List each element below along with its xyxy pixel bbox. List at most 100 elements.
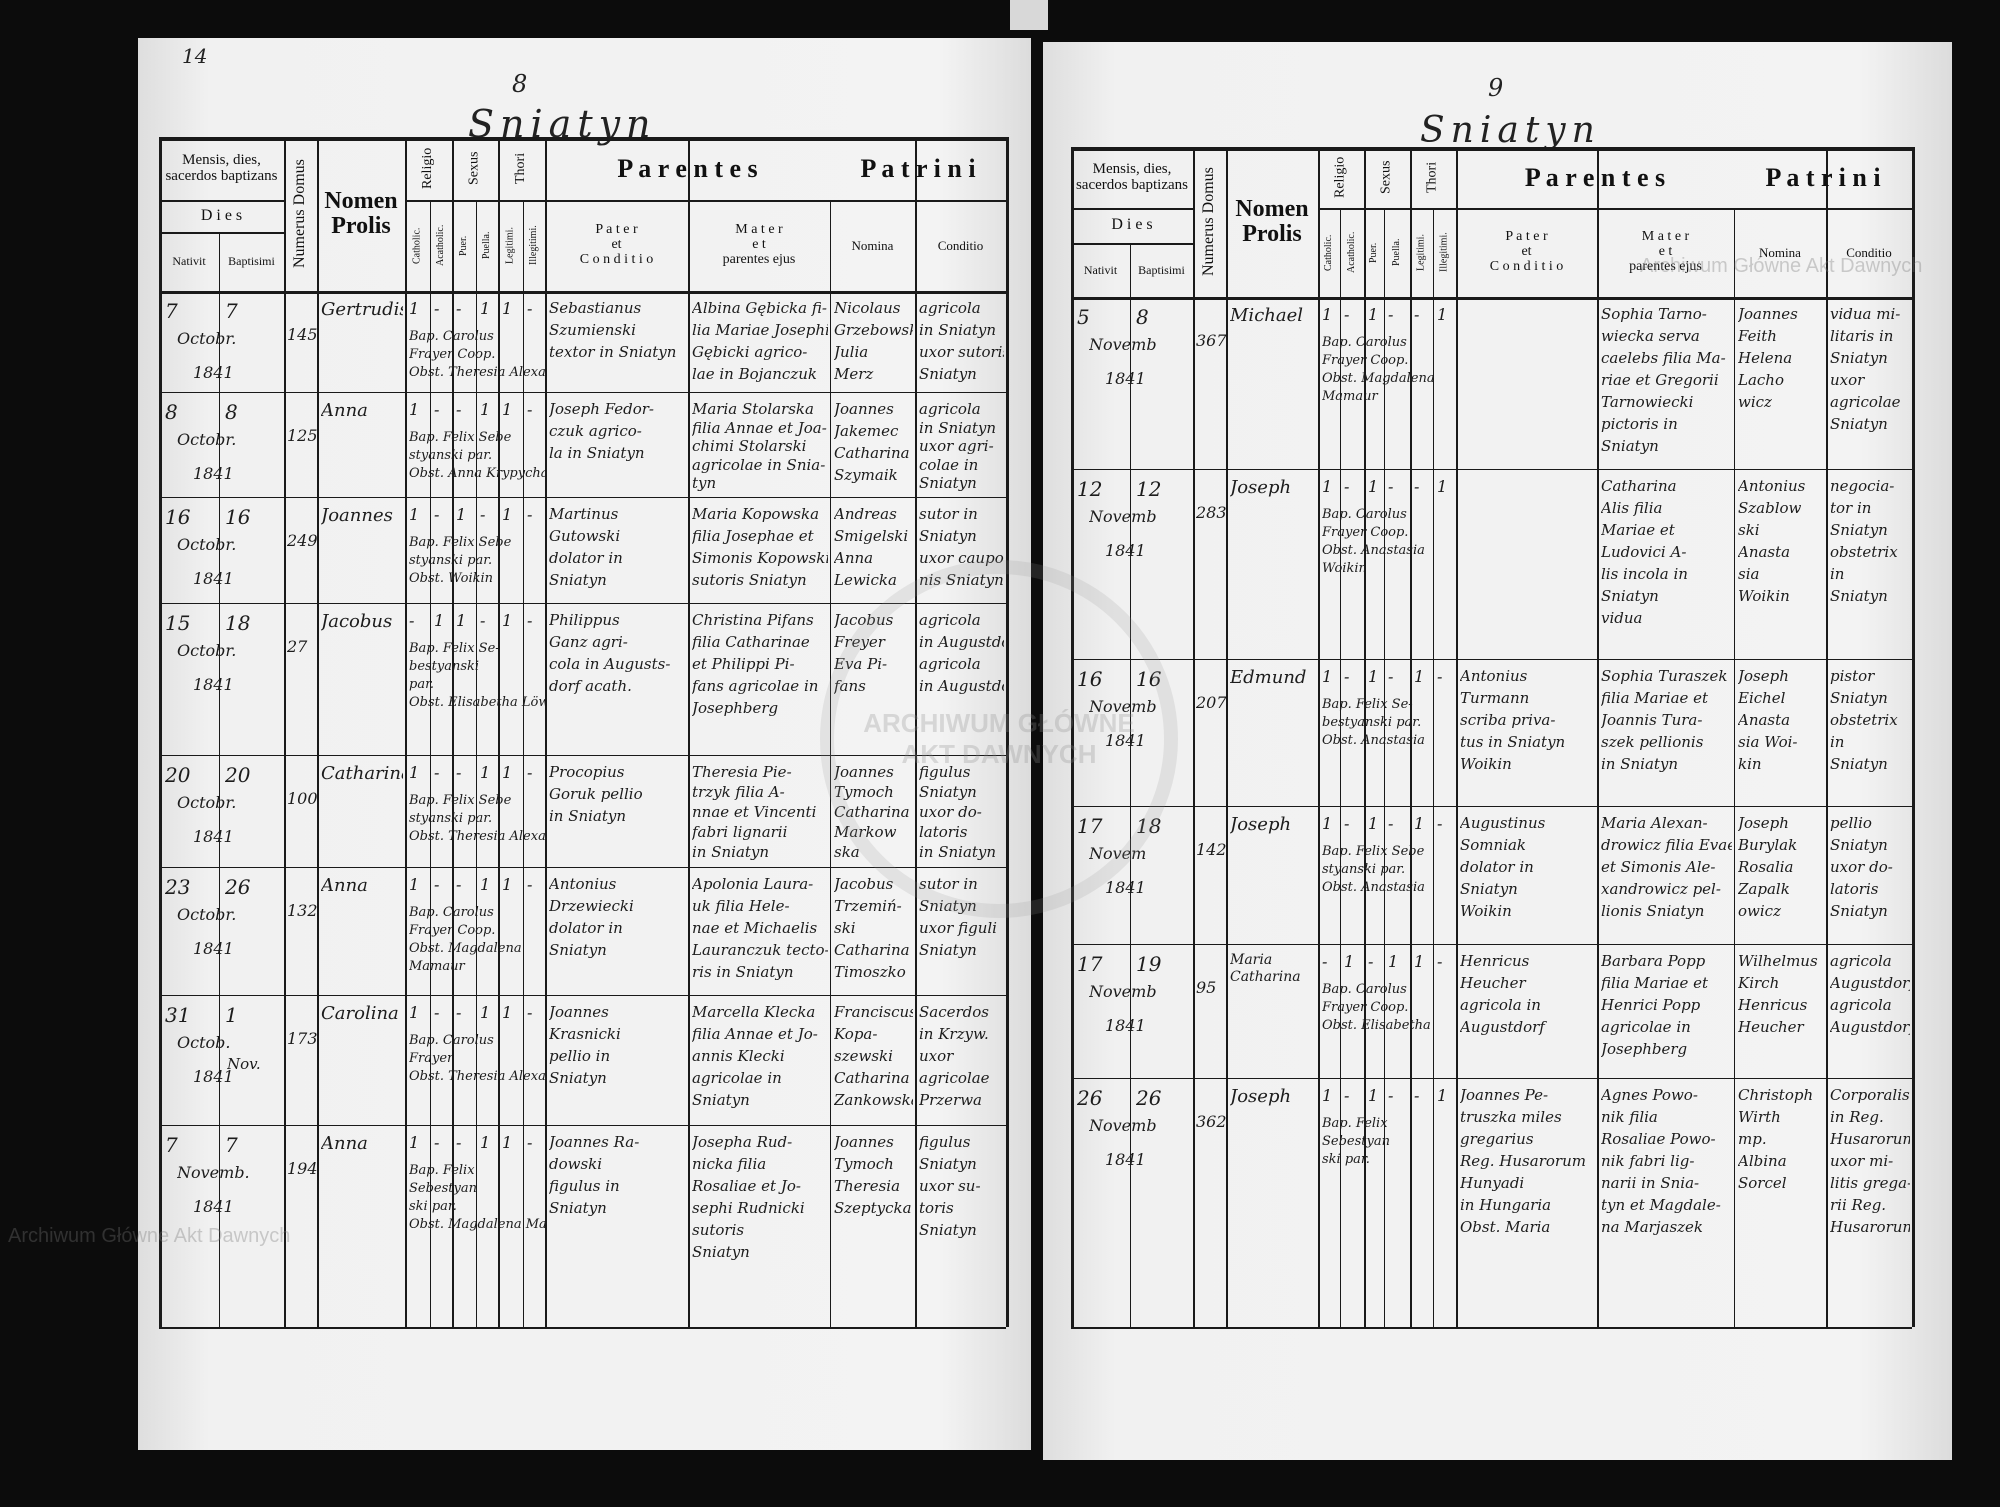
father-entry: Procopius bbox=[549, 763, 625, 781]
godparent-name: Joannes bbox=[1738, 305, 1798, 323]
godparent-name: Wilhelmus bbox=[1738, 952, 1818, 970]
header-rule bbox=[159, 200, 284, 202]
header-sexus: Sexus bbox=[466, 151, 482, 186]
entry-separator bbox=[159, 392, 1006, 393]
folio-mark: 14 bbox=[182, 44, 208, 68]
tally-mark: - bbox=[1388, 477, 1394, 496]
tally-mark: 1 bbox=[409, 1003, 420, 1022]
baptism-day: 8 bbox=[1136, 305, 1149, 329]
mother-entry: agricolae in bbox=[692, 1069, 782, 1087]
table-bottom-rule bbox=[159, 1327, 1006, 1329]
tally-mark: 1 bbox=[456, 611, 467, 630]
tally-mark: 1 bbox=[480, 1133, 491, 1152]
mother-entry: sutoris Sniatyn bbox=[692, 571, 807, 589]
godparent-name: sia Woi- bbox=[1738, 733, 1798, 751]
tally-mark: - bbox=[1344, 477, 1350, 496]
mother-entry: Henrici Popp bbox=[1601, 996, 1701, 1014]
right-place-heading: Sniatyn bbox=[1420, 110, 1601, 151]
tally-mark: 1 bbox=[502, 400, 513, 419]
mother-entry: Marcella Klecka bbox=[692, 1003, 816, 1021]
year: 1841 bbox=[193, 363, 234, 382]
mother-entry: agricolae in bbox=[1601, 1018, 1691, 1036]
column-rule bbox=[1226, 147, 1228, 1327]
godparent-name: ski bbox=[834, 919, 856, 937]
tally-mark: 1 bbox=[480, 763, 491, 782]
house-number: 95 bbox=[1196, 978, 1217, 997]
child-name: Catharina bbox=[321, 763, 403, 784]
table-bottom-rule bbox=[1071, 1327, 1912, 1329]
header-parentes: P a r e n t e s bbox=[1524, 162, 1666, 192]
sacerdos-baptizans: Obst. Theresia Alexandrowicz bbox=[409, 365, 545, 380]
godparent-condition: Sacerdos bbox=[919, 1003, 989, 1021]
child-name: Joannes bbox=[321, 505, 393, 526]
column-rule bbox=[476, 200, 477, 1327]
godparent-name: Smigelski bbox=[834, 527, 909, 545]
entry-separator bbox=[1071, 944, 1912, 945]
tally-mark: - bbox=[1437, 667, 1443, 686]
year: 1841 bbox=[1105, 1150, 1146, 1169]
godparent-name: Trzemiń- bbox=[834, 897, 902, 915]
column-rule bbox=[405, 137, 407, 1327]
godparent-condition: rii Reg. bbox=[1830, 1196, 1887, 1214]
tally-mark: - bbox=[1437, 952, 1443, 971]
godparent-name: Joannes bbox=[834, 1133, 894, 1151]
header-rule bbox=[1318, 208, 1456, 210]
mother-entry: Sniatyn bbox=[692, 1091, 750, 1109]
godparent-condition: Sniatyn bbox=[919, 941, 977, 959]
tally-mark: 1 bbox=[502, 763, 513, 782]
father-entry: Goruk pellio bbox=[549, 785, 643, 803]
godparent-name: Sorcel bbox=[1738, 1174, 1787, 1192]
birth-month: Octob. bbox=[177, 1033, 231, 1052]
header-nomen-prolis: Nomen Prolis bbox=[1235, 195, 1309, 247]
godparent-name: Tymoch bbox=[834, 1155, 894, 1173]
birth-month: Novemb bbox=[1089, 335, 1157, 354]
child-name: Anna bbox=[321, 400, 368, 421]
tally-mark: 1 bbox=[1368, 814, 1379, 833]
godparent-name: Lacho bbox=[1738, 371, 1784, 389]
nativit-day: 16 bbox=[165, 505, 191, 529]
nativit-day: 31 bbox=[165, 1003, 191, 1027]
tally-mark: - bbox=[456, 400, 462, 419]
godparent-name: Antonius bbox=[1738, 477, 1806, 495]
sacerdos-baptizans: Frayer Coop. bbox=[1322, 1000, 1409, 1015]
godparent-name: ska bbox=[834, 843, 860, 861]
tally-mark: 1 bbox=[480, 1003, 491, 1022]
column-rule bbox=[1193, 147, 1195, 1327]
header-puella: Puella. bbox=[480, 231, 492, 260]
father-entry: pellio in bbox=[549, 1047, 611, 1065]
father-entry: in Hungaria bbox=[1460, 1196, 1552, 1214]
sacerdos-baptizans: Bap. Felix Se- bbox=[1322, 697, 1413, 712]
father-entry: Obst. Maria bbox=[1460, 1218, 1551, 1236]
godparent-name: Catharina bbox=[834, 444, 910, 462]
godparent-condition: Sniatyn bbox=[919, 474, 977, 493]
sacerdos-baptizans: Bap. Felix Sebe bbox=[409, 793, 512, 808]
godparent-name: Grzebowski bbox=[834, 321, 913, 339]
entry-separator bbox=[159, 1125, 1006, 1126]
mother-entry: wiecka serva bbox=[1601, 327, 1700, 345]
mother-entry: Gębicki agrico- bbox=[692, 343, 808, 361]
godparent-name: sia bbox=[1738, 565, 1760, 583]
column-rule bbox=[1384, 208, 1385, 1327]
tally-mark: - bbox=[1388, 305, 1394, 324]
column-rule bbox=[688, 137, 690, 1327]
tally-mark: 1 bbox=[409, 400, 420, 419]
godparent-name: Jacobus bbox=[834, 875, 894, 893]
entry-separator bbox=[159, 867, 1006, 868]
house-number: 194 bbox=[287, 1159, 317, 1178]
header-mensis: Mensis, dies, sacerdos baptizans bbox=[1075, 160, 1189, 193]
tally-mark: - bbox=[1344, 814, 1350, 833]
tally-mark: - bbox=[527, 875, 533, 894]
tally-mark: - bbox=[434, 299, 440, 318]
mother-entry: lionis Sniatyn bbox=[1601, 902, 1705, 920]
sacerdos-baptizans: Sebestyan bbox=[409, 1181, 477, 1196]
father-entry: Augustinus bbox=[1460, 814, 1546, 832]
godparent-name: Zapalk bbox=[1738, 880, 1790, 898]
entry-separator bbox=[159, 755, 1006, 756]
nativit-day: 17 bbox=[1077, 952, 1103, 976]
header-parentes: P a r e n t e s bbox=[617, 153, 758, 183]
godparent-name: Rosalia bbox=[1738, 858, 1794, 876]
father-entry: dorf acath. bbox=[549, 677, 632, 695]
header-rule bbox=[1456, 208, 1912, 210]
header-nomina: Nomina bbox=[1759, 244, 1801, 260]
tally-mark: 1 bbox=[480, 400, 491, 419]
